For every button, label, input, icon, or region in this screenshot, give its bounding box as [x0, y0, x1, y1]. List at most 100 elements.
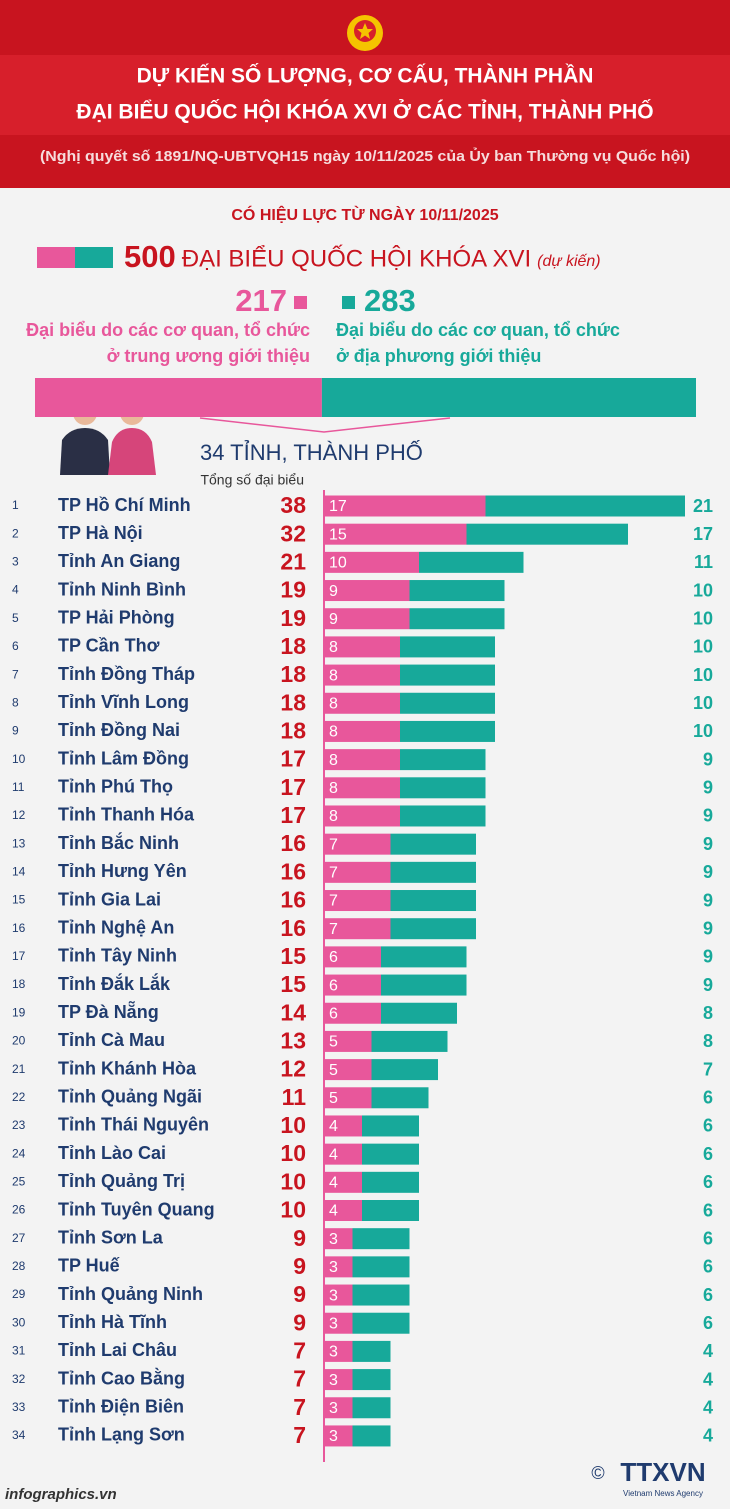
total-value: 17	[280, 774, 306, 800]
total-value: 12	[280, 1056, 306, 1082]
total-value: 14	[280, 999, 306, 1025]
bar-segment	[324, 608, 410, 630]
central-label: 17	[329, 498, 347, 515]
bar-segment	[324, 664, 400, 686]
bar-segment	[400, 664, 495, 686]
central-label: 9	[329, 611, 338, 628]
province-name: TP Cần Thơ	[58, 636, 160, 656]
local-label: 6	[703, 1257, 713, 1277]
effective-date: CÓ HIỆU LỰC TỪ NGÀY 10/11/2025	[231, 205, 498, 224]
total-value: 18	[280, 718, 306, 744]
bar-segment	[352, 1369, 391, 1391]
central-label: 4	[329, 1203, 338, 1220]
bar-segment	[324, 1087, 372, 1109]
bar-segment	[324, 946, 381, 968]
bar-segment	[324, 1369, 353, 1391]
province-name: Tỉnh Đồng Nai	[58, 720, 180, 740]
rank: 4	[12, 583, 19, 597]
total-value: 16	[280, 887, 306, 913]
province-name: Tỉnh An Giang	[58, 551, 180, 571]
local-label: 6	[703, 1313, 713, 1333]
bar-segment	[390, 861, 476, 883]
bar-segment	[381, 946, 467, 968]
central-label: 3	[329, 1259, 338, 1276]
province-name: Tỉnh Sơn La	[58, 1227, 164, 1247]
central-label: 6	[329, 1005, 338, 1022]
local-label: 6	[703, 1172, 713, 1192]
central-label: 3	[329, 1344, 338, 1361]
rank: 3	[12, 555, 19, 569]
province-name: Tỉnh Bắc Ninh	[58, 832, 179, 853]
bar-segment	[400, 749, 486, 771]
bar-segment	[324, 833, 391, 855]
rank: 27	[12, 1231, 26, 1245]
bar-segment	[324, 861, 391, 883]
bar-segment	[390, 833, 476, 855]
bar-segment	[381, 1002, 457, 1024]
rank: 13	[12, 836, 26, 850]
rank: 10	[12, 752, 26, 766]
rank: 14	[12, 865, 26, 879]
central-label: 8	[329, 639, 338, 656]
local-label: 6	[703, 1285, 713, 1305]
local-label: 9	[703, 890, 713, 910]
central-swatch	[294, 296, 307, 309]
province-name: Tỉnh Lai Châu	[58, 1340, 177, 1360]
local-label: 9	[703, 975, 713, 995]
central-label: 8	[329, 724, 338, 741]
central-label: 10	[329, 555, 347, 572]
title-line: DỰ KIẾN SỐ LƯỢNG, CƠ CẤU, THÀNH PHẦN	[137, 64, 594, 88]
bar-segment	[400, 805, 486, 827]
total-value: 21	[280, 548, 306, 574]
local-label: 9	[703, 862, 713, 882]
bar-segment	[466, 523, 628, 545]
bar-segment	[324, 1171, 362, 1193]
province-name: Tỉnh Thái Nguyên	[58, 1115, 209, 1135]
central-label: 7	[329, 836, 338, 853]
bar-segment	[371, 1059, 438, 1081]
bar-segment	[352, 1228, 410, 1250]
central-label: 3	[329, 1315, 338, 1332]
bar-segment	[400, 636, 495, 658]
legend-swatch	[37, 247, 75, 268]
province-name: Tỉnh Tây Ninh	[58, 946, 177, 966]
subtitle: (Nghị quyết số 1891/NQ-UBTVQH15 ngày 10/…	[40, 147, 690, 165]
province-name: Tỉnh Khánh Hòa	[58, 1058, 197, 1078]
local-label: 8	[703, 1003, 713, 1023]
central-label: 8	[329, 808, 338, 825]
rank: 29	[12, 1287, 26, 1301]
province-name: Tỉnh Quảng Trị	[58, 1171, 185, 1191]
bar-segment	[324, 1228, 353, 1250]
province-name: Tỉnh Vĩnh Long	[58, 692, 189, 712]
central-label: 8	[329, 780, 338, 797]
bar-segment	[352, 1284, 410, 1306]
central-label: 3	[329, 1287, 338, 1304]
central-label: 4	[329, 1118, 338, 1135]
province-name: Tỉnh Nghệ An	[58, 917, 174, 937]
rank: 7	[12, 667, 19, 681]
bar-segment	[390, 918, 476, 940]
total-value: 18	[280, 661, 306, 687]
bar-segment	[324, 523, 467, 545]
local-label: 8	[703, 1031, 713, 1051]
province-name: Tỉnh Lâm Đồng	[58, 748, 189, 768]
central-label: 3	[329, 1428, 338, 1445]
local-label: 9	[703, 918, 713, 938]
local-label: 10	[693, 608, 713, 628]
local-label: 10	[693, 637, 713, 657]
chart-title: 34 TỈNH, THÀNH PHỐ	[200, 439, 423, 465]
province-name: TP Hồ Chí Minh	[58, 495, 191, 515]
local-label: 10	[693, 693, 713, 713]
province-name: TP Đà Nẵng	[58, 1000, 159, 1022]
total-value: 7	[293, 1422, 306, 1448]
header-stripe	[0, 55, 730, 135]
central-label: 4	[329, 1175, 338, 1192]
central-bar	[35, 378, 322, 417]
local-label: 21	[693, 496, 713, 516]
province-name: Tỉnh Ninh Bình	[58, 579, 186, 599]
bar-segment	[419, 551, 524, 573]
rank: 2	[12, 526, 19, 540]
total-value: 10	[280, 1140, 306, 1166]
rank: 22	[12, 1090, 26, 1104]
total-value: 9	[293, 1225, 306, 1251]
